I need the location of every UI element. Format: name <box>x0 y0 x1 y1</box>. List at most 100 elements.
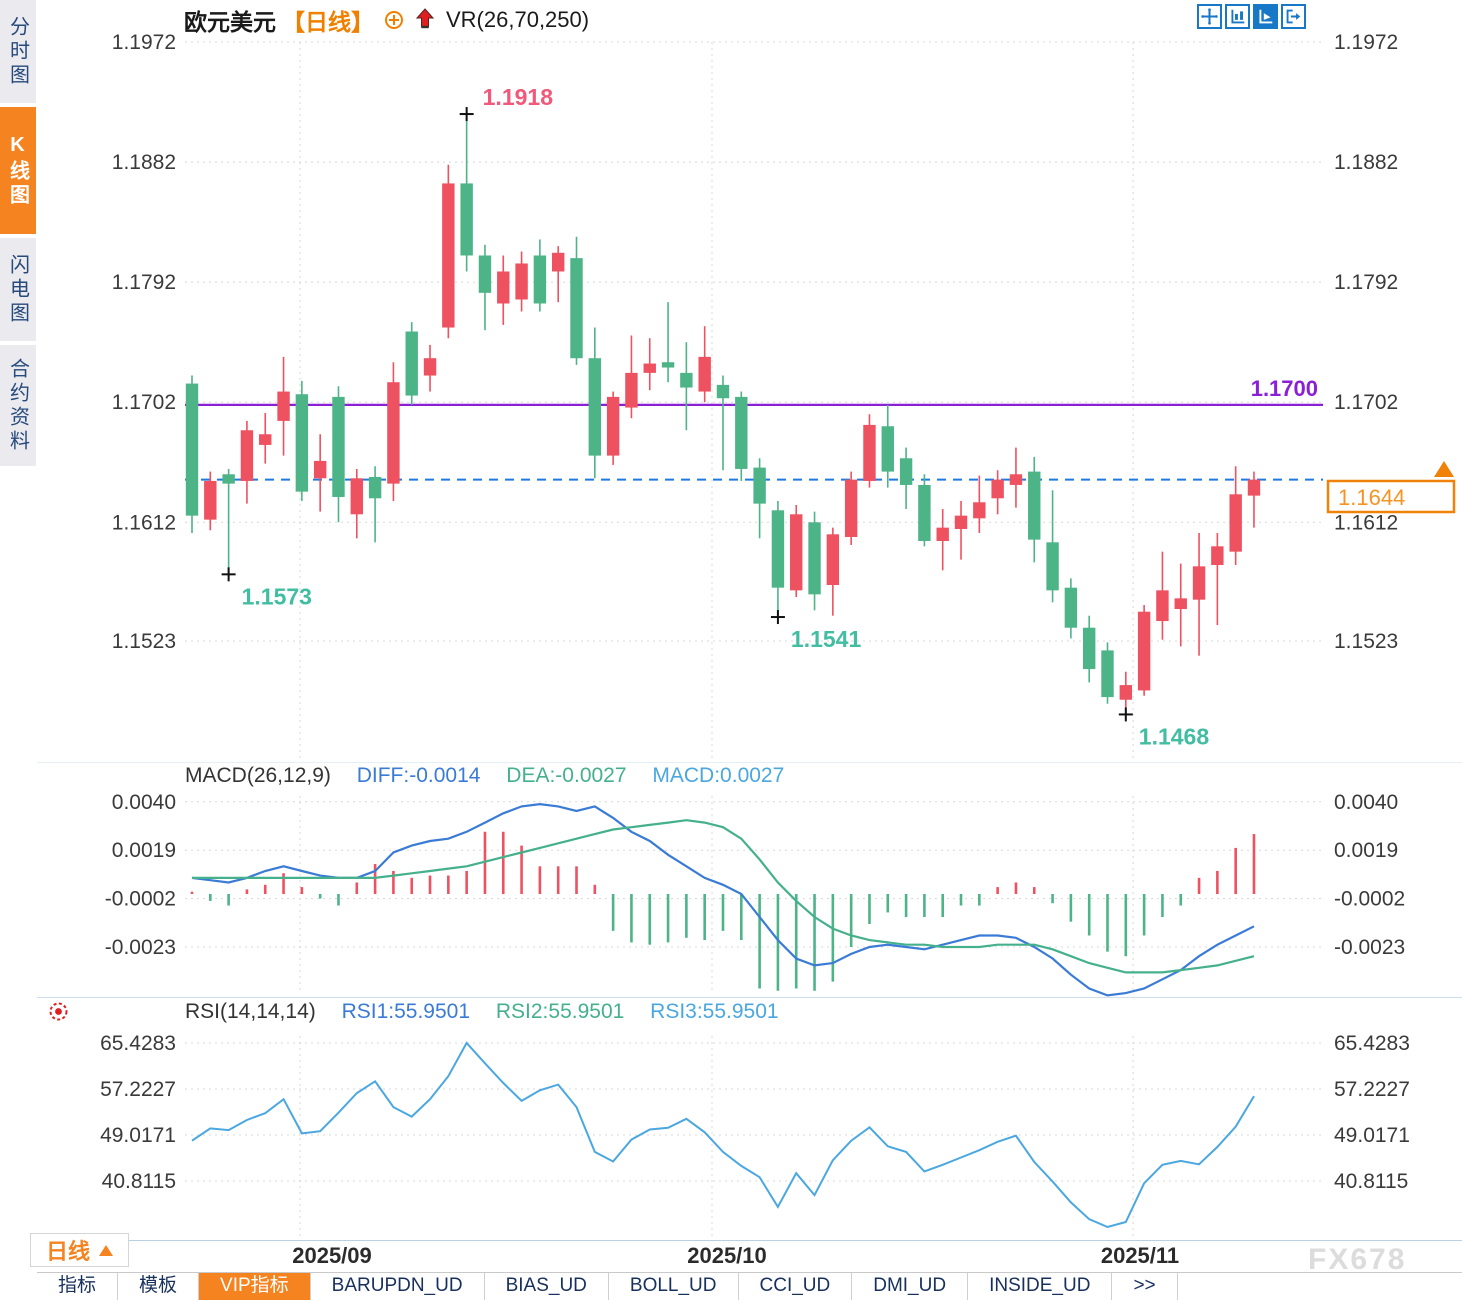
indicator-label[interactable]: VR(26,70,250) <box>446 7 590 32</box>
candle-body <box>442 183 455 328</box>
bottom-tab-6[interactable]: CCI_UD <box>739 1273 853 1300</box>
candle-body <box>570 258 583 359</box>
candle-body <box>1229 494 1242 552</box>
price-axis-tick-left: 1.1882 <box>112 151 176 174</box>
macd-panel-header: MACD(26,12,9) DIFF:-0.0014 DEA:-0.0027 M… <box>185 764 804 788</box>
sidebar-item-1[interactable]: K线图 <box>0 107 36 234</box>
price-up-icon <box>1434 461 1454 477</box>
macd-diff-line <box>191 802 1255 997</box>
candle-body <box>1064 587 1078 628</box>
rsi2-value: RSI2:55.9501 <box>495 1000 625 1023</box>
macd-axis-tick-left: -0.0002 <box>105 888 176 911</box>
exit-chart-icon[interactable] <box>1281 4 1306 29</box>
candle-body <box>1137 611 1151 691</box>
bottom-tab-5[interactable]: BOLL_UD <box>609 1273 739 1300</box>
grid-lines: 1.1972 1.1972 1.1882 1.1882 1.1792 1.1792 1.17… <box>37 31 1462 1268</box>
candle-body <box>1119 685 1133 700</box>
indicator-tab-bar: 指标 模板 VIP指标 BARUPDN_UD BIAS_UD BOLL_UD CCI_UD D… <box>37 1272 1462 1300</box>
candle-body <box>368 476 382 499</box>
candle-body <box>423 358 437 376</box>
candle-body <box>515 263 528 300</box>
candle-body <box>405 331 418 396</box>
candle-body <box>936 527 949 541</box>
candle-body <box>350 478 363 515</box>
sidebar-item-3[interactable]: 合约资料 <box>0 345 36 466</box>
candle-body <box>460 183 473 256</box>
candle-body <box>899 458 913 485</box>
candle-body <box>826 534 840 586</box>
candle-body <box>625 372 638 408</box>
price-axis-tick-right: 1.1702 <box>1334 391 1398 414</box>
candle-body <box>881 426 894 472</box>
bottom-tab-7[interactable]: DMI_UD <box>852 1273 969 1300</box>
price-axis-tick-right: 1.1612 <box>1334 511 1398 534</box>
bottom-tab-2[interactable]: VIP指标 <box>199 1273 311 1300</box>
candle-body <box>259 434 272 445</box>
rsi1-value: RSI1:55.9501 <box>341 1000 471 1023</box>
bottom-tab-8[interactable]: INSIDE_UD <box>968 1273 1113 1300</box>
marker-label-low: 1.1468 <box>1139 723 1210 749</box>
price-axis-tick-left: 1.1792 <box>112 271 176 294</box>
candle-body <box>661 362 675 368</box>
macd-axis-tick-left: -0.0023 <box>105 936 176 959</box>
axis-scale-icon[interactable] <box>1225 4 1250 29</box>
candle-body <box>680 372 693 388</box>
rsi-axis-tick-right: 49.0171 <box>1334 1124 1410 1147</box>
macd-macd-value: MACD:0.0027 <box>652 764 785 787</box>
bottom-tab-1[interactable]: 模板 <box>118 1273 200 1300</box>
sun-icon[interactable] <box>45 998 72 1025</box>
sidebar-item-0[interactable]: 分时图 <box>0 0 36 103</box>
candle-body <box>1156 590 1169 622</box>
price-tag-box <box>1326 479 1456 514</box>
bottom-tab-3[interactable]: BARUPDN_UD <box>311 1273 485 1300</box>
candle-body <box>844 479 858 537</box>
candle-body <box>478 255 492 293</box>
macd-axis-tick-right: 0.0019 <box>1334 839 1398 862</box>
marker-label-low: 1.1573 <box>242 583 312 609</box>
macd-plot <box>190 802 1256 997</box>
candle-body <box>588 358 602 456</box>
candle-body <box>716 384 730 399</box>
candle-body <box>387 382 400 484</box>
candle-body <box>1192 566 1206 600</box>
up-arrow-icon[interactable] <box>414 8 436 32</box>
candle-body <box>313 460 327 479</box>
chart-header: 欧元美元 【日线】 VR(26,70,250) <box>184 6 590 35</box>
candle-body <box>497 271 510 304</box>
rsi-axis-tick-left: 65.4283 <box>100 1032 176 1055</box>
price-axis-tick-left: 1.1972 <box>112 31 176 54</box>
x-axis-month-0: 2025/09 <box>292 1243 372 1268</box>
timeframe-selector-label: 日线 <box>45 1239 90 1264</box>
candle-body <box>1009 474 1023 485</box>
timeframe-badge: 【日线】 <box>282 9 374 35</box>
rsi-axis-tick-right: 65.4283 <box>1334 1032 1410 1055</box>
bottom-tab-9[interactable]: >> <box>1112 1273 1178 1300</box>
candle-body <box>332 396 345 497</box>
price-axis-tick-right: 1.1882 <box>1334 151 1398 174</box>
macd-dea-value: DEA:-0.0027 <box>506 764 627 787</box>
candle-body <box>1174 598 1187 610</box>
bottom-tab-4[interactable]: BIAS_UD <box>485 1273 609 1300</box>
candle-body <box>1211 546 1224 566</box>
rsi-axis-tick-right: 57.2227 <box>1334 1078 1410 1101</box>
sidebar-item-2[interactable]: 闪电图 <box>0 238 36 341</box>
macd-axis-tick-left: 0.0040 <box>112 791 176 814</box>
symbol-title: 欧元美元 <box>184 9 276 35</box>
candlestick-plot <box>185 114 1261 715</box>
candle-body <box>790 514 803 591</box>
auto-scale-icon[interactable] <box>1253 4 1278 29</box>
bottom-tab-0[interactable]: 指标 <box>37 1273 119 1300</box>
timeframe-up-icon <box>99 1244 113 1256</box>
price-axis-tick-right: 1.1972 <box>1334 31 1398 54</box>
move-tool-icon[interactable] <box>1197 4 1222 29</box>
plus-target-icon[interactable] <box>384 10 404 30</box>
candle-body <box>863 424 876 481</box>
price-markers: 1.1573 1.1918 1.1541 1.1468 <box>221 84 1210 749</box>
rsi-axis-tick-right: 40.8115 <box>1334 1170 1408 1193</box>
rsi-params: RSI(14,14,14) <box>185 1000 316 1023</box>
price-tag-value: 1.1644 <box>1338 485 1405 510</box>
timeframe-selector[interactable]: 日线 <box>30 1233 129 1267</box>
chart-toolbar <box>1197 4 1309 29</box>
candle-body <box>185 383 199 516</box>
